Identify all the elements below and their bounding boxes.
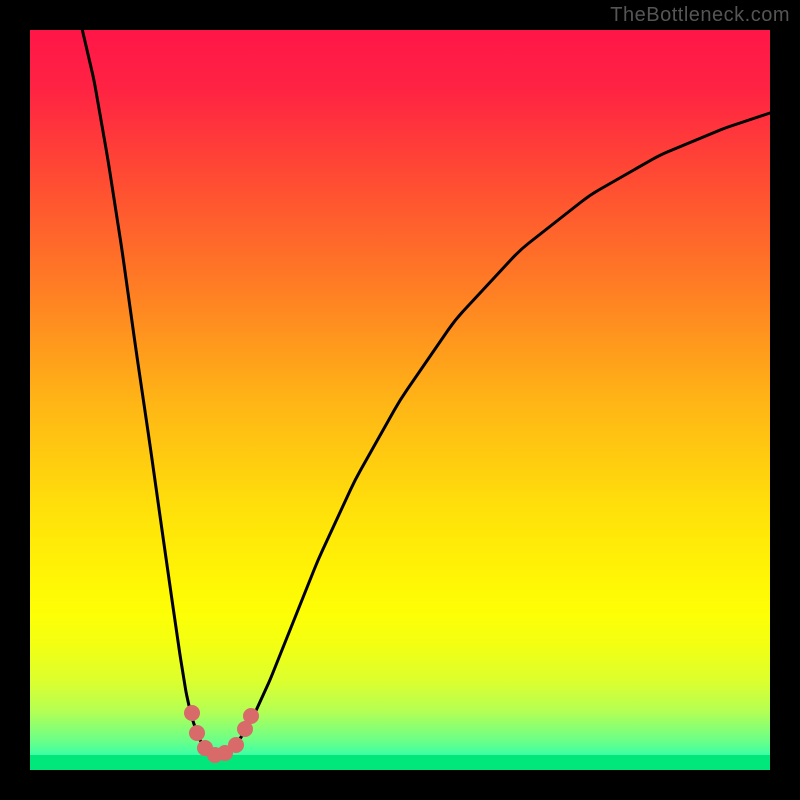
bottleneck-chart — [0, 0, 800, 800]
minimum-dot — [243, 708, 259, 724]
minimum-dot — [228, 737, 244, 753]
chart-container: TheBottleneck.com — [0, 0, 800, 800]
minimum-dot — [189, 725, 205, 741]
zero-band — [30, 755, 770, 770]
minimum-dot — [184, 705, 200, 721]
